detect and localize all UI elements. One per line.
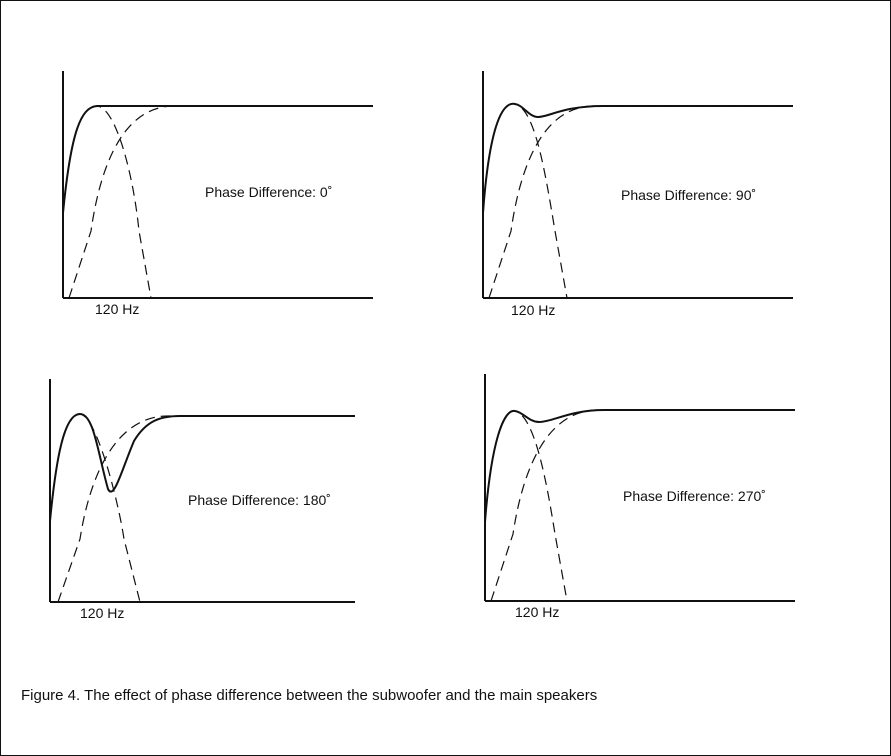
combined-response-curve	[484, 409, 795, 523]
phase-difference-label: Phase Difference: 270˚	[623, 488, 766, 504]
combined-response-curve	[482, 102, 793, 214]
subwoofer-rolloff-curve	[482, 103, 568, 299]
subwoofer-rolloff-curve	[49, 413, 141, 603]
main-speaker-rolloff-curve	[488, 105, 793, 299]
crossover-frequency-label: 120 Hz	[95, 301, 140, 317]
crossover-frequency-label: 120 Hz	[511, 302, 556, 318]
phase-difference-label: Phase Difference: 0˚	[205, 184, 333, 200]
panel-phase-270: 120 Hz Phase Difference: 270˚	[484, 374, 815, 624]
response-plot-phase-0	[62, 71, 373, 299]
main-speaker-rolloff-curve	[57, 415, 355, 603]
phase-difference-label: Phase Difference: 90˚	[621, 187, 757, 203]
panel-phase-180: 120 Hz Phase Difference: 180˚	[49, 379, 380, 629]
response-plot-phase-270	[484, 374, 795, 602]
main-speaker-rolloff-curve	[490, 409, 795, 602]
panel-phase-0: 120 Hz Phase Difference: 0˚	[62, 71, 393, 321]
subwoofer-rolloff-curve	[484, 410, 568, 602]
response-plot-phase-180	[49, 379, 355, 603]
panel-phase-90: 120 Hz Phase Difference: 90˚	[482, 71, 813, 321]
crossover-frequency-label: 120 Hz	[515, 604, 560, 620]
figure-caption: Figure 4. The effect of phase difference…	[21, 687, 598, 704]
crossover-frequency-label: 120 Hz	[80, 605, 125, 621]
response-plot-phase-90	[482, 71, 793, 299]
subwoofer-rolloff-curve	[62, 105, 152, 299]
phase-difference-label: Phase Difference: 180˚	[188, 492, 331, 508]
main-speaker-rolloff-curve	[68, 105, 373, 299]
